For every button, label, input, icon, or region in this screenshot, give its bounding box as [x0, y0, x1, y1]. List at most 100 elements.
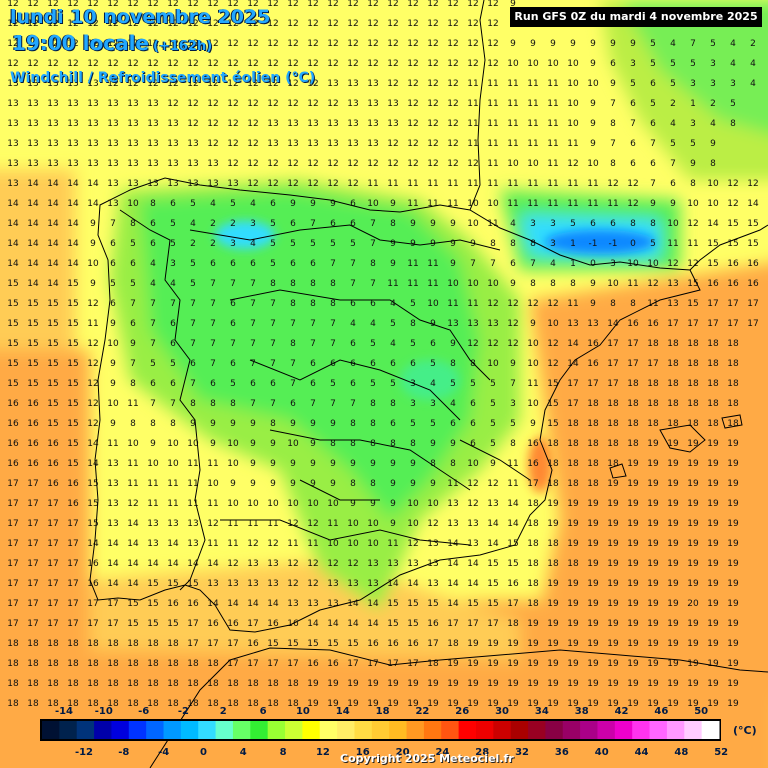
- grid-value: 8: [150, 419, 156, 429]
- grid-value: 19: [587, 699, 599, 709]
- grid-value: 14: [87, 539, 99, 549]
- grid-value: 6: [350, 339, 356, 349]
- grid-value: 15: [727, 219, 738, 229]
- grid-value: 18: [587, 459, 599, 469]
- grid-value: 19: [507, 699, 519, 709]
- grid-value: 12: [467, 479, 478, 489]
- grid-value: 17: [87, 619, 98, 629]
- grid-value: 6: [110, 299, 116, 309]
- grid-value: 12: [327, 179, 338, 189]
- grid-value: 19: [427, 679, 439, 689]
- grid-value: 14: [127, 559, 139, 569]
- grid-value: 18: [607, 399, 619, 409]
- grid-value: 9: [590, 139, 596, 149]
- grid-value: 14: [507, 519, 519, 529]
- grid-value: 19: [727, 519, 739, 529]
- forecast-lead: (+162h): [153, 39, 213, 54]
- grid-value: 12: [87, 39, 98, 49]
- grid-value: 9: [330, 419, 336, 429]
- grid-value: 19: [727, 599, 739, 609]
- grid-value: 12: [467, 59, 478, 69]
- grid-value: 5: [510, 419, 516, 429]
- legend-swatch: [42, 721, 60, 739]
- grid-value: 19: [407, 699, 419, 709]
- grid-value: 15: [87, 519, 98, 529]
- grid-value: 13: [127, 159, 138, 169]
- grid-value: 9: [190, 419, 196, 429]
- grid-value: 12: [307, 179, 318, 189]
- grid-value: 17: [67, 579, 78, 589]
- grid-value: 8: [510, 239, 516, 249]
- grid-value: 5: [170, 239, 176, 249]
- grid-value: 9: [110, 379, 116, 389]
- legend-swatch: [146, 721, 165, 739]
- legend-swatch: [180, 721, 199, 739]
- legend-swatch: [371, 721, 390, 739]
- grid-value: 6: [450, 419, 456, 429]
- grid-value: 13: [147, 179, 158, 189]
- grid-value: 17: [447, 619, 458, 629]
- grid-value: 15: [67, 339, 78, 349]
- grid-value: 12: [67, 19, 78, 29]
- legend-tick-label: 52: [714, 747, 728, 758]
- grid-value: 19: [627, 499, 639, 509]
- grid-value: 19: [547, 499, 559, 509]
- grid-value: 3: [550, 239, 556, 249]
- grid-value: 15: [147, 619, 158, 629]
- grid-value: 18: [607, 459, 619, 469]
- grid-value: 6: [610, 219, 616, 229]
- grid-value: 14: [747, 199, 759, 209]
- grid-value: 12: [447, 19, 458, 29]
- grid-value: 17: [627, 339, 638, 349]
- grid-value: 15: [67, 379, 78, 389]
- grid-value: 19: [587, 639, 599, 649]
- grid-value: 13: [167, 119, 178, 129]
- grid-value: 19: [507, 659, 519, 669]
- legend-tick-label: 44: [635, 747, 649, 758]
- grid-value: 14: [207, 599, 219, 609]
- grid-value: 9: [490, 459, 496, 469]
- grid-value: 3: [610, 259, 616, 269]
- grid-value: 12: [427, 519, 438, 529]
- grid-value: 18: [207, 659, 219, 669]
- grid-value: 13: [187, 519, 198, 529]
- grid-value: 18: [47, 679, 59, 689]
- grid-value: 11: [487, 119, 498, 129]
- grid-value: 18: [127, 659, 139, 669]
- grid-value: 9: [290, 199, 296, 209]
- grid-value: 6: [150, 379, 156, 389]
- grid-value: 12: [187, 0, 198, 9]
- grid-value: 15: [67, 359, 78, 369]
- grid-value: 17: [107, 599, 118, 609]
- grid-value: 11: [547, 199, 558, 209]
- grid-value: 18: [107, 659, 119, 669]
- grid-value: 13: [187, 539, 198, 549]
- grid-value: 4: [390, 299, 396, 309]
- grid-value: 7: [250, 359, 256, 369]
- grid-value: 12: [187, 19, 198, 29]
- grid-value: 9: [310, 419, 316, 429]
- grid-value: 13: [47, 99, 58, 109]
- grid-value: 6: [350, 199, 356, 209]
- grid-value: 19: [527, 659, 539, 669]
- grid-value: 9: [590, 59, 596, 69]
- grid-value: 12: [407, 59, 418, 69]
- grid-value: 11: [567, 299, 578, 309]
- grid-value: 12: [47, 39, 58, 49]
- grid-value: 12: [247, 59, 258, 69]
- grid-value: 19: [707, 479, 719, 489]
- grid-value: 18: [707, 419, 719, 429]
- grid-value: 9: [530, 39, 536, 49]
- grid-value: 11: [427, 279, 438, 289]
- grid-value: 15: [47, 299, 58, 309]
- grid-value: 10: [567, 59, 579, 69]
- grid-value: 14: [367, 619, 379, 629]
- grid-value: 13: [27, 79, 38, 89]
- grid-value: 13: [7, 79, 18, 89]
- grid-value: 5: [690, 59, 696, 69]
- grid-value: 10: [567, 99, 579, 109]
- grid-value: 16: [7, 419, 19, 429]
- grid-value: 13: [127, 99, 138, 109]
- grid-value: 7: [270, 319, 276, 329]
